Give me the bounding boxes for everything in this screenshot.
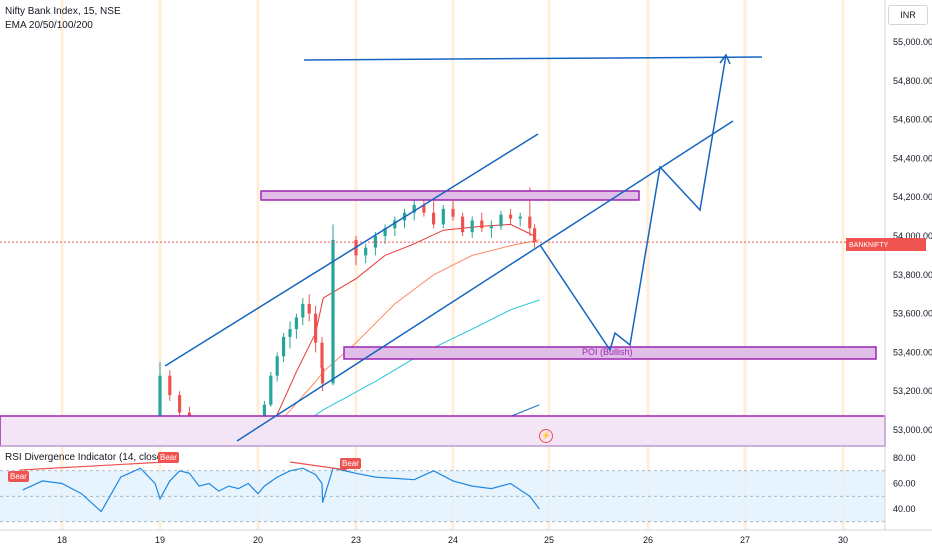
- candle-body: [364, 247, 368, 256]
- bear-divergence-line-2: [289, 461, 348, 471]
- rsi-tick-label: 40.00: [893, 504, 916, 514]
- rsi-band: [0, 470, 885, 522]
- chart-legend: Nifty Bank Index, 15, NSE EMA 20/50/100/…: [5, 5, 121, 33]
- rsi-tick-label: 80.00: [893, 453, 916, 463]
- x-tick-label: 25: [544, 535, 554, 545]
- candle-body: [301, 303, 305, 318]
- price-tag-symbol: BANKNIFTY: [849, 242, 889, 249]
- y-tick-label: 53,200.00: [893, 386, 932, 396]
- channel-lower-line[interactable]: [236, 120, 734, 442]
- y-tick-label: 54,400.00: [893, 153, 932, 163]
- y-tick-label: 54,800.00: [893, 76, 932, 86]
- candle-body: [509, 214, 513, 219]
- candle-body: [282, 336, 286, 357]
- candle-body: [307, 303, 311, 314]
- candles: [60, 187, 537, 445]
- x-tick-label: 30: [838, 535, 848, 545]
- projection-path[interactable]: [539, 54, 727, 352]
- candle-body: [422, 204, 426, 213]
- candle-body: [383, 228, 387, 236]
- ema-legend: EMA 20/50/100/200: [5, 20, 93, 31]
- demand-zone[interactable]: [0, 415, 886, 447]
- bear-label: Bear: [158, 452, 179, 463]
- candle-body: [499, 214, 503, 227]
- bear-label: Bear: [8, 471, 29, 482]
- lightning-icon[interactable]: ⚡: [539, 429, 553, 443]
- y-tick-label: 53,800.00: [893, 270, 932, 280]
- ema-lines: [257, 223, 540, 439]
- candle-body: [320, 367, 325, 384]
- price-tag-value: 53,968.60: [850, 253, 891, 263]
- bear-label: Bear: [340, 458, 361, 469]
- last-price-tag: BANKNIFTY 53,968.60: [846, 238, 926, 263]
- y-tick-label: 54,000.00: [893, 231, 932, 241]
- x-axis[interactable]: 18 19 20 23 24 25 26 27 30: [0, 529, 932, 545]
- candle-body: [269, 375, 273, 405]
- rsi-y-axis[interactable]: 80.00 60.00 40.00: [893, 453, 916, 514]
- candle-body: [412, 204, 416, 213]
- candle-body: [470, 220, 474, 233]
- rsi-pane: [0, 445, 885, 523]
- rsi-line: [22, 467, 540, 513]
- candle-body: [489, 226, 493, 229]
- bear-divergence-line-1: [19, 461, 166, 471]
- poi-label: POI (Bullish): [582, 347, 633, 357]
- candle-body: [480, 220, 484, 229]
- candle-body: [432, 212, 436, 225]
- x-tick-label: 18: [57, 535, 67, 545]
- drawings[interactable]: [0, 53, 886, 447]
- candle-body: [451, 208, 455, 217]
- candle-body: [461, 216, 465, 233]
- ema-line-1: [257, 223, 535, 439]
- x-tick-label: 24: [448, 535, 458, 545]
- x-tick-label: 20: [253, 535, 263, 545]
- candle-body: [262, 404, 266, 423]
- projection-arrow-head: [719, 53, 731, 65]
- y-axis[interactable]: 55,000.00 54,800.00 54,600.00 54,400.00 54,2…: [884, 0, 932, 530]
- candle-body: [294, 317, 298, 330]
- target-line[interactable]: [303, 56, 763, 61]
- currency-button[interactable]: INR: [888, 5, 928, 25]
- candle-body: [320, 342, 324, 368]
- y-tick-label: 53,400.00: [893, 347, 932, 357]
- candle-body: [528, 216, 532, 229]
- candle-body: [393, 220, 397, 229]
- supply-zone[interactable]: [260, 190, 640, 201]
- symbol-title: Nifty Bank Index, 15, NSE: [5, 6, 121, 17]
- candle-body: [158, 375, 162, 432]
- poi-zone[interactable]: [343, 346, 877, 360]
- candle-body: [331, 239, 335, 384]
- candle-body: [533, 228, 537, 243]
- candle-body: [441, 208, 445, 225]
- candle-body: [314, 313, 318, 343]
- y-tick-label: 54,600.00: [893, 115, 932, 125]
- y-tick-label: 53,600.00: [893, 309, 932, 319]
- candle-body: [518, 216, 522, 219]
- ema-line-2: [264, 239, 540, 439]
- channel-upper-line[interactable]: [164, 133, 539, 367]
- y-tick-label: 53,000.00: [893, 425, 932, 435]
- candle-body: [168, 375, 172, 396]
- candle-body: [288, 329, 292, 337]
- rsi-tick-label: 60.00: [893, 479, 916, 489]
- candle-body: [275, 356, 279, 376]
- x-tick-label: 27: [740, 535, 750, 545]
- x-tick-label: 26: [643, 535, 653, 545]
- rsi-legend: RSI Divergence Indicator (14, close): [5, 452, 166, 463]
- candle-body: [373, 236, 377, 248]
- candle-body: [178, 395, 182, 413]
- x-tick-label: 19: [155, 535, 165, 545]
- y-tick-label: 55,000.00: [893, 37, 932, 47]
- x-tick-label: 23: [351, 535, 361, 545]
- y-tick-label: 54,200.00: [893, 192, 932, 202]
